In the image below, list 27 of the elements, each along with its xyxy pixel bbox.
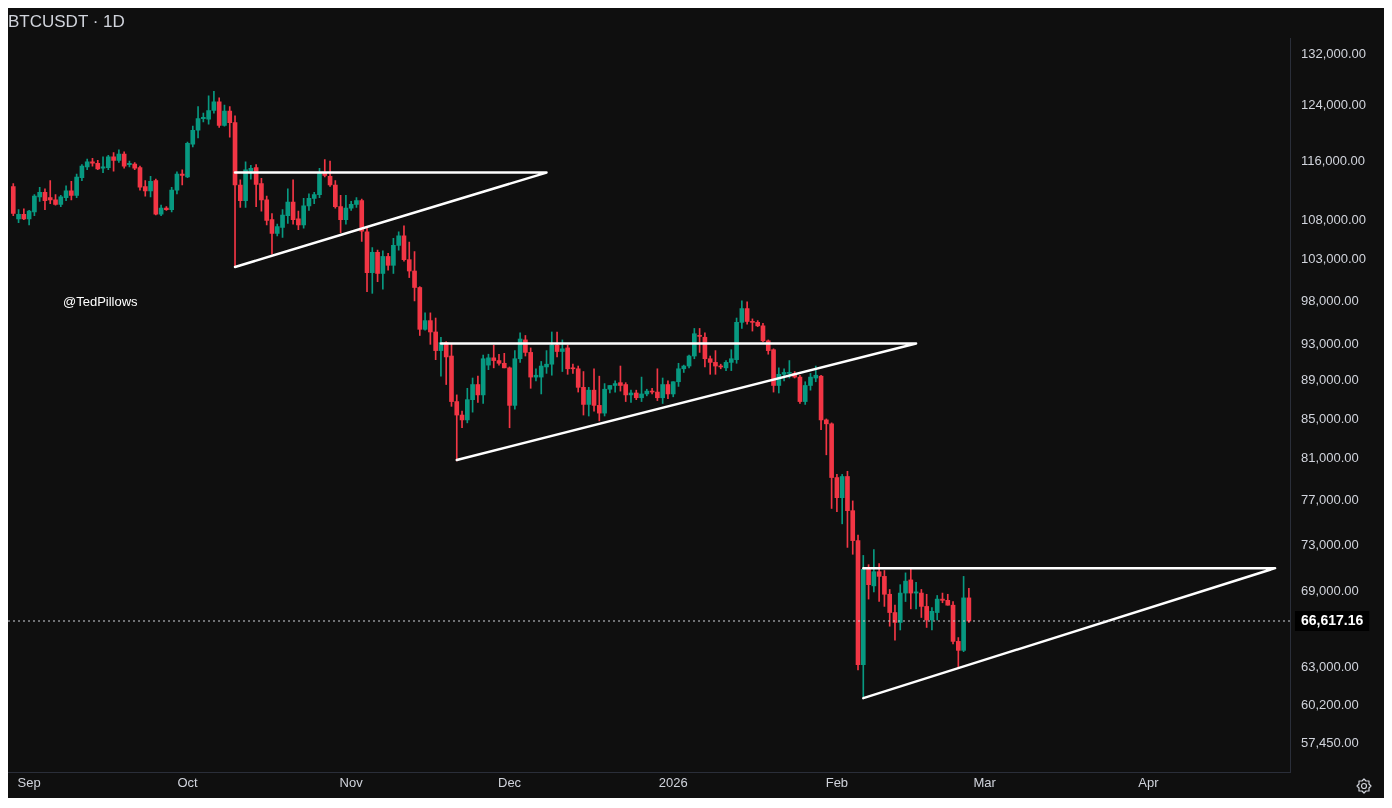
x-tick-label: Apr bbox=[1138, 774, 1160, 790]
y-tick-label: 89,000.00 bbox=[1300, 372, 1359, 388]
y-tick-label: 93,000.00 bbox=[1300, 335, 1359, 351]
chart-title: BTCUSDT · 1D bbox=[8, 11, 125, 31]
y-tick-label: 60,200.00 bbox=[1300, 696, 1359, 712]
annotation: @TedPillows bbox=[63, 294, 139, 310]
y-tick-label: 57,450.00 bbox=[1300, 735, 1359, 751]
y-tick-label: 73,000.00 bbox=[1300, 536, 1359, 552]
y-tick-label: 77,000.00 bbox=[1300, 492, 1359, 508]
x-tick-label: Nov bbox=[339, 774, 364, 790]
x-tick-label: Feb bbox=[825, 774, 849, 790]
x-tick-label: Sep bbox=[17, 774, 41, 790]
y-tick-label: 116,000.00 bbox=[1300, 152, 1366, 168]
y-tick-label: 63,000.00 bbox=[1300, 658, 1359, 674]
y-tick-label: 124,000.00 bbox=[1300, 97, 1367, 113]
x-tick-label: Oct bbox=[177, 774, 198, 790]
y-tick-label: 81,000.00 bbox=[1300, 450, 1359, 466]
x-tick-label: 2026 bbox=[658, 774, 688, 790]
y-tick-label: 85,000.00 bbox=[1300, 410, 1359, 426]
y-tick-label: 108,000.00 bbox=[1300, 211, 1367, 227]
x-tick-label: Dec bbox=[498, 774, 522, 790]
x-tick-label: Mar bbox=[973, 774, 997, 790]
y-tick-label: 69,000.00 bbox=[1300, 583, 1359, 599]
y-tick-label: 103,000.00 bbox=[1300, 251, 1367, 267]
ref-line-label: 66,617.16 bbox=[1300, 611, 1364, 628]
y-tick-label: 98,000.00 bbox=[1300, 292, 1359, 308]
y-tick-label: 132,000.00 bbox=[1300, 45, 1367, 61]
